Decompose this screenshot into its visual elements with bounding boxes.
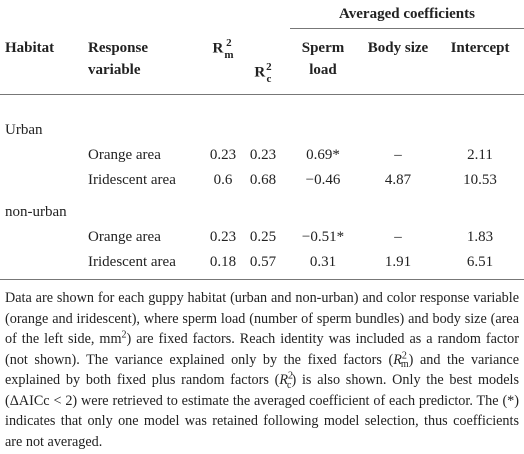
- superscript: 2: [266, 61, 272, 73]
- cell-value: −0.51*: [301, 229, 345, 245]
- cell-value: 1.91: [384, 254, 412, 270]
- row-label: Iridescent area: [88, 172, 176, 188]
- column-header: Sperm load: [301, 40, 345, 78]
- note-text: ) and the variance explained by both fix…: [5, 351, 519, 389]
- group-rule: [290, 28, 524, 29]
- column-header: Habitat: [5, 40, 55, 56]
- cell-value: 0.25: [249, 229, 277, 245]
- cell-value: –: [394, 147, 402, 163]
- row-label: Orange area: [88, 147, 161, 163]
- note-subscript: m: [400, 359, 409, 371]
- footnote: Data are shown for each guppy habitat (u…: [5, 288, 519, 452]
- cell-value: 0.18: [209, 254, 237, 270]
- superscript: 2: [226, 37, 232, 49]
- note-text: Data are shown for each guppy habitat (u…: [5, 290, 519, 347]
- symbol: R: [254, 64, 266, 81]
- cell-value: 6.51: [466, 254, 494, 270]
- symbol: R: [212, 40, 224, 57]
- header-rule: [0, 94, 524, 95]
- cell-value: 0.23: [209, 229, 237, 245]
- group-label: Urban: [5, 122, 43, 138]
- cell-value: 10.53: [463, 172, 497, 188]
- note-superscript: 2: [401, 349, 407, 361]
- note-superscript: 2: [288, 370, 294, 382]
- cell-value: 0.31: [309, 254, 337, 270]
- group-label: non-urban: [5, 204, 67, 220]
- column-header: Intercept: [450, 40, 510, 56]
- cell-value: 0.23: [209, 147, 237, 163]
- note-subscript: c: [287, 379, 292, 391]
- note-text: ) is also shown. Only the best models (Δ…: [5, 372, 519, 450]
- row-label: Orange area: [88, 229, 161, 245]
- row-label: Iridescent area: [88, 254, 176, 270]
- cell-value: –: [394, 229, 402, 245]
- note-symbol: R: [393, 351, 402, 368]
- cell-value: 0.23: [249, 147, 277, 163]
- note-superscript: 2: [121, 329, 127, 341]
- cell-value: 0.6: [213, 172, 233, 188]
- subscript: m: [224, 49, 234, 61]
- group-header: Averaged coefficients: [339, 6, 475, 22]
- column-header: Body size: [367, 40, 429, 56]
- column-header: Response variable: [88, 40, 149, 78]
- cell-value: 4.87: [384, 172, 412, 188]
- bottom-rule: [0, 279, 524, 280]
- note-text: ) are fixed factors. Reach identity was …: [5, 331, 519, 368]
- subscript: c: [266, 73, 272, 85]
- note-symbol: R: [279, 372, 289, 388]
- cell-value: 0.57: [249, 254, 277, 270]
- cell-value: 2.11: [467, 147, 493, 163]
- cell-value: −0.46: [305, 172, 341, 188]
- cell-value: 1.83: [466, 229, 494, 245]
- cell-value: 0.69*: [306, 147, 340, 163]
- cell-value: 0.68: [249, 172, 277, 188]
